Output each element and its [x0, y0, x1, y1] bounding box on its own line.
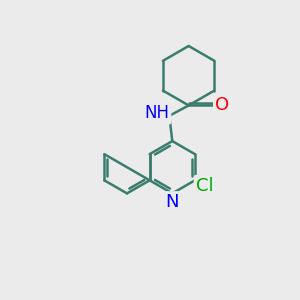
Text: O: O [215, 96, 229, 114]
Text: Cl: Cl [196, 177, 214, 195]
Text: NH: NH [144, 104, 169, 122]
Text: N: N [166, 193, 179, 211]
